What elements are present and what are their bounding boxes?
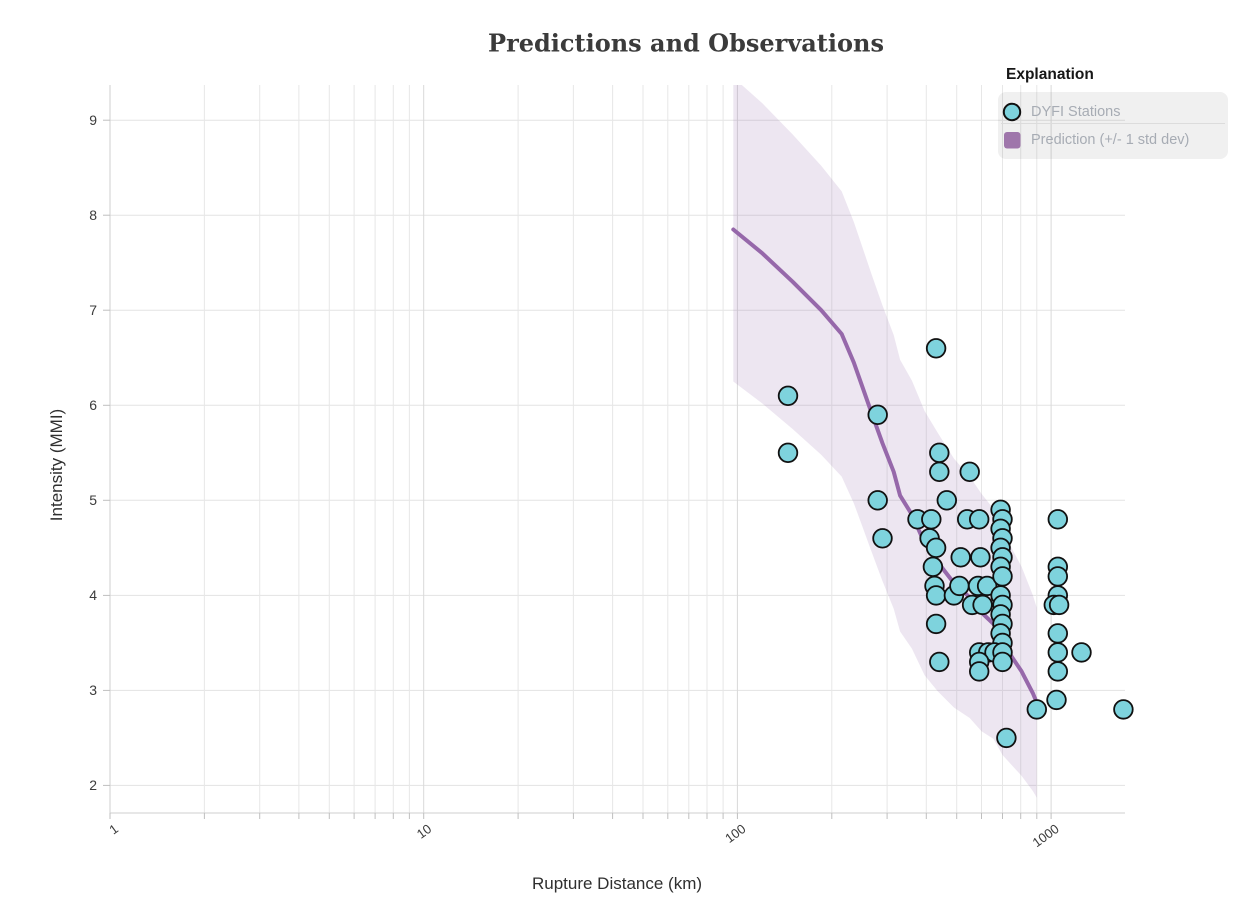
- chart-title: Predictions and Observations: [488, 28, 884, 58]
- legend-item-prediction[interactable]: Prediction (+/- 1 std dev): [1031, 132, 1190, 148]
- dyfi-station-point: [925, 613, 947, 635]
- y-tick-label: 9: [89, 112, 97, 129]
- dyfi-station-point: [922, 556, 944, 578]
- dyfi-station-point: [992, 651, 1013, 673]
- dyfi-station-point: [969, 661, 990, 682]
- dyfi-station-point: [1026, 699, 1048, 720]
- dyfi-station-point: [936, 490, 958, 511]
- prediction-band: [733, 85, 1037, 798]
- legend-item-dyfi-stations[interactable]: DYFI Stations: [1031, 104, 1121, 120]
- dyfi-station-point: [972, 594, 993, 616]
- dyfi-station-point: [1047, 566, 1069, 587]
- dyfi-station-point: [996, 727, 1017, 749]
- legend-marker-dyfi[interactable]: [1002, 102, 1022, 122]
- dyfi-station-point: [1047, 661, 1069, 682]
- dyfi-stations: [777, 338, 1134, 749]
- legend: [998, 92, 1228, 159]
- dyfi-station-point: [969, 509, 990, 530]
- dyfi-station-point: [777, 385, 799, 407]
- y-tick-label: 4: [89, 587, 97, 604]
- axes: [103, 85, 1125, 819]
- dyfi-station-point: [1048, 594, 1070, 616]
- y-tick-label: 7: [89, 302, 97, 319]
- dyfi-station-point: [959, 461, 980, 483]
- y-tick-label: 8: [89, 207, 97, 224]
- y-tick-label: 6: [89, 397, 97, 414]
- y-tick-label: 3: [89, 682, 97, 699]
- dyfi-station-point: [929, 651, 950, 673]
- dyfi-station-point: [925, 537, 947, 559]
- legend-box: [998, 92, 1228, 159]
- dyfi-station-point: [1046, 689, 1067, 711]
- dyfi-station-point: [1047, 509, 1069, 530]
- dyfi-station-point: [950, 547, 971, 568]
- dyfi-station-point: [970, 547, 991, 568]
- y-tick-label: 5: [89, 492, 97, 509]
- dyfi-station-point: [1047, 642, 1069, 663]
- dyfi-station-point: [925, 585, 947, 606]
- dyfi-station-point: [1113, 699, 1134, 720]
- y-tick-label: 2: [89, 777, 97, 794]
- dyfi-station-point: [921, 509, 942, 530]
- dyfi-station-point: [949, 575, 970, 597]
- dyfi-station-point: [872, 528, 893, 549]
- legend-marker-prediction[interactable]: [1004, 132, 1021, 149]
- dyfi-station-point: [867, 404, 888, 426]
- dyfi-station-point: [929, 461, 950, 483]
- legend-title: Explanation: [1006, 66, 1094, 83]
- dyfi-station-point: [867, 490, 888, 511]
- dyfi-station-point: [1047, 623, 1069, 644]
- dyfi-station-point: [1071, 642, 1092, 663]
- dyfi-station-point: [777, 442, 799, 464]
- x-axis-label: Rupture Distance (km): [531, 874, 703, 893]
- dyfi-station-point: [925, 338, 947, 359]
- dyfi-station-point: [992, 566, 1013, 587]
- dyfi-station-point: [929, 442, 950, 464]
